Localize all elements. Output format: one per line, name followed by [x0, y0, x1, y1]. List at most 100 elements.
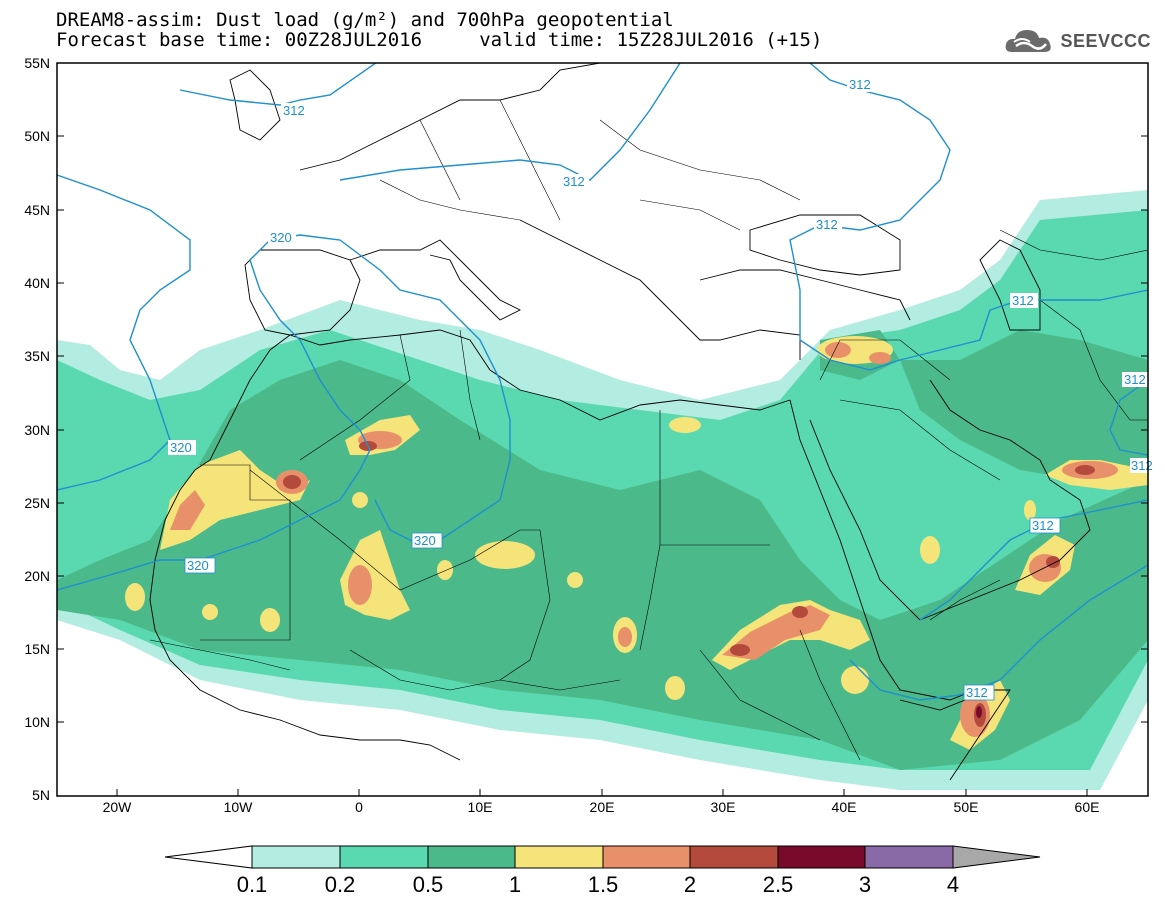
- longitude-axis: [116, 789, 1088, 796]
- dust-patch: [1075, 465, 1095, 475]
- border: [200, 464, 291, 641]
- lat-label: 30N: [24, 422, 50, 438]
- contour-label: 320: [414, 533, 436, 548]
- coastline-france-italy: [349, 239, 522, 321]
- colorbar-swatch: [251, 845, 341, 869]
- contour-label: 312: [563, 174, 585, 189]
- dust-patch: [160, 450, 310, 550]
- dust-region-high: [57, 360, 1148, 770]
- border: [999, 229, 1148, 261]
- contour-label: 312: [283, 103, 305, 118]
- dust-patch: [348, 565, 372, 605]
- colorbar-swatch: [339, 845, 429, 869]
- seevccc-logo: SEEVCCC: [1004, 26, 1151, 56]
- colorbar-label: 0.5: [413, 872, 444, 897]
- contour-label: 312: [1131, 458, 1153, 473]
- dust-patch: [170, 490, 205, 530]
- latitude-labels: 55N 50N 45N 40N 35N 30N 25N 20N 15N 10N …: [24, 55, 50, 803]
- dust-region-high: [900, 330, 1148, 480]
- lon-label: 30E: [711, 799, 736, 815]
- border: [839, 399, 1001, 481]
- dust-patch: [567, 572, 583, 588]
- colorbar-label: 2.5: [763, 872, 794, 897]
- contour-label: 312: [1032, 518, 1054, 533]
- border: [639, 544, 661, 651]
- dust-patch: [283, 475, 301, 489]
- border: [299, 334, 411, 461]
- border: [599, 119, 801, 201]
- colorbar-label: 0.2: [325, 872, 356, 897]
- lat-label: 55N: [24, 55, 50, 71]
- colorbar-label: 1: [509, 872, 521, 897]
- colorbar-swatch: [602, 845, 691, 869]
- dust-patch: [202, 604, 218, 620]
- colorbar-low-arrow: [164, 845, 253, 869]
- lon-label: 20W: [103, 799, 133, 815]
- border: [249, 469, 540, 591]
- border: [419, 119, 461, 201]
- colorbar-swatch: [777, 845, 866, 869]
- contour-312-arabia: [1109, 379, 1148, 456]
- contour-labels: 320 312 312 312 320 320 320 312 312 312 …: [168, 77, 1153, 701]
- lon-label: 20E: [590, 799, 615, 815]
- coastline-horn-africa: [899, 689, 1011, 781]
- border: [379, 179, 521, 221]
- border: [639, 199, 741, 231]
- dust-patch: [722, 605, 830, 660]
- lat-label: 40N: [24, 275, 50, 291]
- contour-312-central: [339, 63, 681, 181]
- border: [699, 649, 821, 741]
- colorbar-high-arrow: [952, 845, 1041, 869]
- forecast-times: Forecast base time: 00Z28JUL2016 valid t…: [56, 29, 823, 51]
- coastline-west-africa: [149, 334, 461, 761]
- coastline-red-sea: [789, 399, 1001, 701]
- dust-patch: [1024, 500, 1036, 520]
- colorbar-swatch: [864, 845, 954, 869]
- dust-patch: [260, 608, 280, 632]
- lat-label: 5N: [32, 787, 50, 803]
- contour-312-east: [789, 63, 1148, 371]
- lat-label: 10N: [24, 714, 50, 730]
- dust-patch: [825, 342, 851, 358]
- lat-label: 15N: [24, 641, 50, 657]
- border: [659, 410, 770, 546]
- border: [499, 99, 561, 221]
- dust-patch: [976, 706, 982, 718]
- coastline-north-europe: [299, 63, 601, 171]
- contour-312-gulf: [919, 499, 1148, 621]
- coastline-north-africa: [289, 329, 791, 421]
- contour-label: 312: [1124, 372, 1146, 387]
- border: [459, 329, 481, 441]
- lon-label: 50E: [954, 799, 979, 815]
- lon-label: 10E: [468, 799, 493, 815]
- coastline-turkey: [699, 269, 911, 321]
- latitude-axis: [57, 62, 1148, 723]
- logo-text: SEEVCCC: [1060, 30, 1151, 51]
- lat-label: 50N: [24, 128, 50, 144]
- border: [349, 649, 621, 691]
- colorbar-label: 0.1: [237, 872, 268, 897]
- lon-label: 10W: [224, 799, 254, 815]
- lon-label: 0: [355, 799, 363, 815]
- map-title: DREAM8-assim: Dust load (g/m²) and 700hP…: [56, 9, 674, 31]
- border: [799, 629, 861, 761]
- coastline-britain: [229, 69, 281, 141]
- dust-patch: [437, 560, 453, 580]
- dust-patch: [125, 583, 145, 611]
- dust-patch: [730, 644, 750, 656]
- dust-patch: [475, 541, 535, 569]
- colorbar-labels: 0.1 0.2 0.5 1 1.5 2 2.5 3 4: [237, 872, 959, 897]
- longitude-labels: 20W 10W 0 10E 20E 30E 40E 50E 60E: [103, 799, 1100, 815]
- colorbar-label: 3: [859, 872, 871, 897]
- lon-label: 60E: [1075, 799, 1100, 815]
- coastline-iberia: [244, 249, 361, 336]
- contour-label: 320: [170, 440, 192, 455]
- contour-label: 312: [816, 217, 838, 232]
- dust-patch: [920, 536, 940, 564]
- cloud-icon: [1006, 30, 1052, 52]
- coastline-caspian: [979, 239, 1041, 331]
- lat-label: 20N: [24, 568, 50, 584]
- dust-patch: [618, 627, 632, 647]
- coastline-black-sea: [749, 214, 901, 276]
